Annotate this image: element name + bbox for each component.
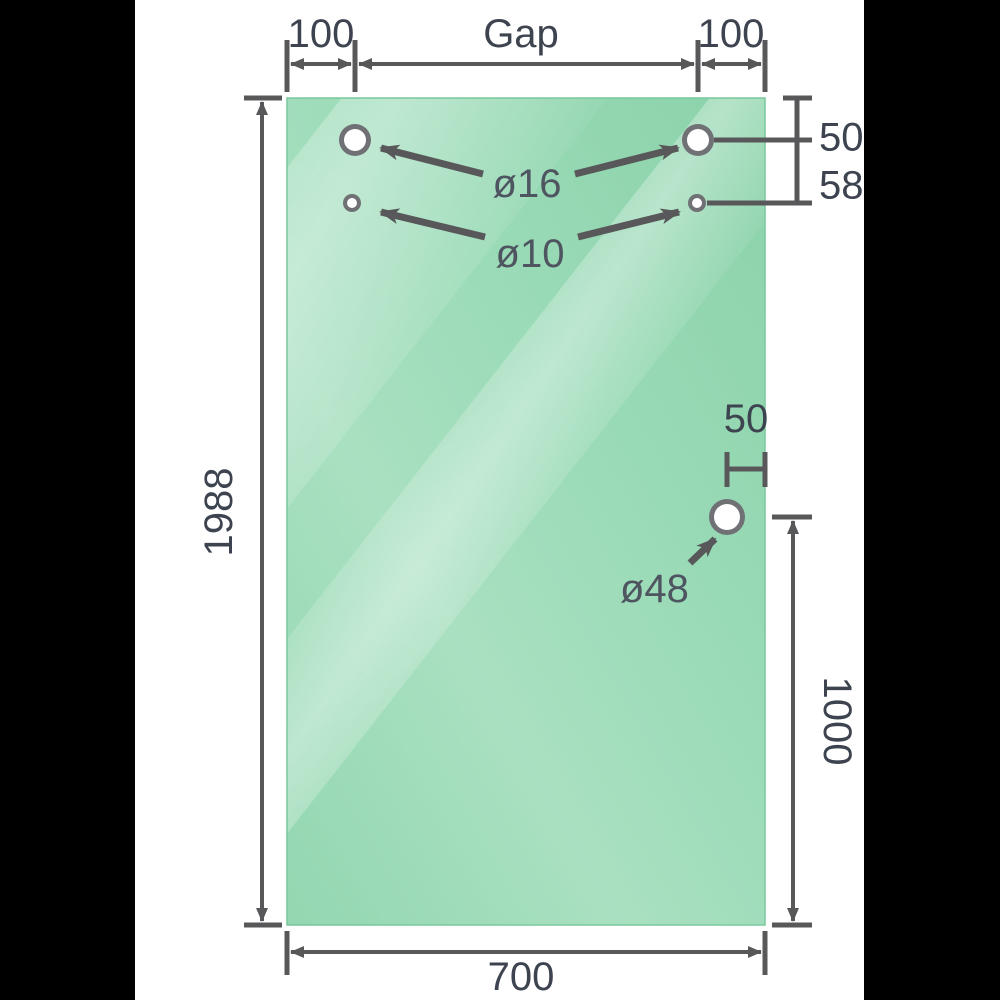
letterbox-left [0, 0, 135, 1000]
hole-top-left-16 [339, 124, 371, 156]
callout-dia16: ø16 [379, 144, 680, 206]
dim-top-left-offset: 100 [288, 12, 355, 56]
hole-mid-left-10 [343, 194, 361, 212]
handle-height-dimension: 1000 [772, 514, 859, 928]
letterbox-right [864, 0, 1000, 1000]
dim-handle-offset-50: 50 [724, 397, 769, 441]
dim-top-right-offset: 100 [698, 12, 765, 56]
leader-dia16-left [379, 144, 484, 178]
handle-offset-dimension: 50 [724, 397, 769, 487]
dim-left-height: 1988 [197, 468, 241, 557]
callout-label-dia10: ø10 [496, 232, 565, 276]
dim-bottom-width: 700 [488, 955, 555, 999]
callout-dia10: ø10 [379, 208, 681, 276]
top-dimension-chain: 100 Gap 100 [284, 12, 768, 92]
leader-dia16-right [574, 144, 680, 178]
callout-label-dia16: ø16 [493, 162, 562, 206]
callout-label-dia48: ø48 [620, 567, 689, 611]
dim-right-upper-50: 50 [819, 116, 864, 160]
right-hole-offset-dimensions: 50 58 [707, 95, 864, 208]
bottom-width-dimension: 700 [284, 931, 768, 999]
leader-dia10-right [577, 208, 681, 241]
leader-dia10-left [379, 208, 486, 241]
dim-top-gap: Gap [483, 12, 559, 56]
left-height-dimension: 1988 [197, 95, 282, 928]
hole-mid-right-10 [688, 194, 706, 212]
hole-top-right-16 [682, 124, 714, 156]
dim-handle-height-1000: 1000 [815, 677, 859, 766]
hole-handle-48 [709, 499, 745, 535]
hole-group [339, 124, 745, 535]
callout-dia48: ø48 [620, 536, 718, 611]
dim-right-lower-58: 58 [819, 164, 864, 208]
leader-dia48 [687, 536, 718, 566]
